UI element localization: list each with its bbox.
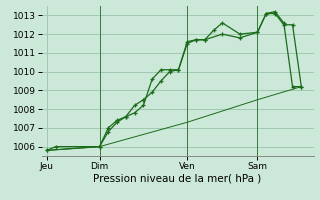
X-axis label: Pression niveau de la mer( hPa ): Pression niveau de la mer( hPa ) [93, 173, 262, 183]
